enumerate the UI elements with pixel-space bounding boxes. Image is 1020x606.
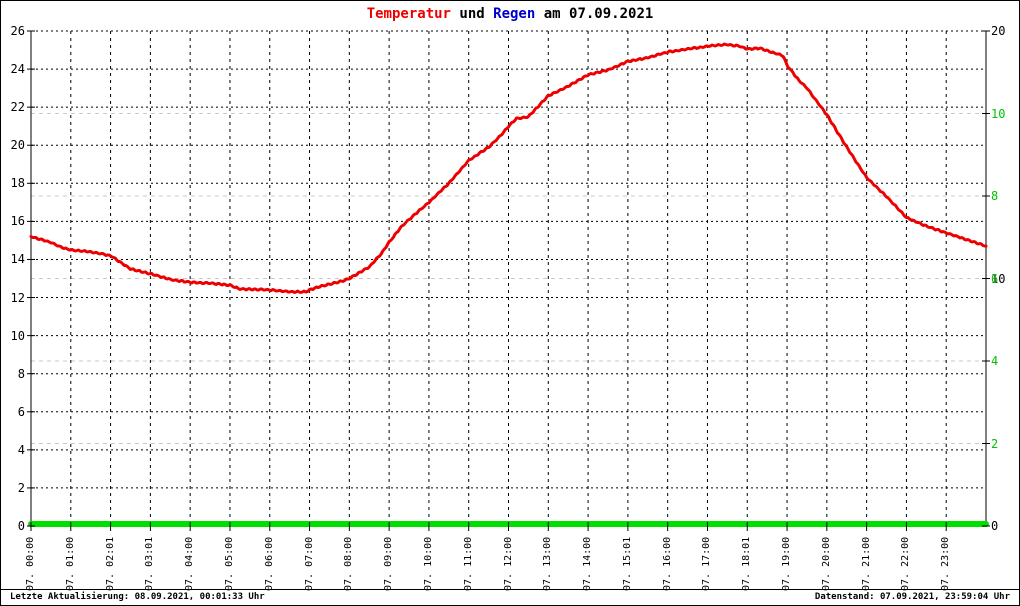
x-time-label: 07. 12:00 [502,536,514,591]
status-bar: Letzte Aktualisierung: 08.09.2021, 00:01… [1,589,1019,605]
title-date: am 07.09.2021 [535,6,654,22]
y-right-rain-label: 4 [991,354,999,368]
y-left-label: 26 [10,24,25,38]
x-time-label: 07. 13:00 [542,536,554,591]
y-left-label: 6 [17,404,25,419]
y-left-label: 20 [10,138,25,153]
y-right-rain-label: 10 [991,106,1006,121]
y-left-label: 4 [17,442,25,457]
temperature-line [29,42,988,294]
y-left-label: 16 [10,214,25,229]
y-left-label: 18 [10,176,25,191]
x-time-label: 07. 09:00 [383,536,395,591]
y-left-label: 0 [17,519,25,533]
y-left-label: 22 [10,100,25,115]
x-time-label: 07. 11:00 [462,536,474,591]
title-und: und [450,6,494,22]
y-left-label: 2 [17,480,25,495]
x-time-label: 07. 02:01 [104,536,116,591]
y-left-label: 24 [10,62,25,77]
x-time-label: 07. 08:00 [343,536,355,591]
x-time-label: 07. 05:00 [223,536,235,591]
x-time-label: 07. 06:00 [263,536,275,591]
x-time-label: 07. 19:00 [781,536,793,591]
y-right-black-label: 20 [991,24,1006,38]
x-time-label: 07. 23:00 [940,536,952,591]
x-time-label: 07. 04:00 [184,536,196,591]
x-time-label: 07. 15:01 [621,536,633,591]
x-time-label: 07. 07:00 [303,536,315,591]
y-left-label: 12 [10,290,25,305]
x-time-label: 07. 17:00 [701,536,713,591]
title-temperatur: Temperatur [366,6,451,22]
x-time-label: 07. 20:00 [820,536,832,591]
chart-title: Temperatur und Regen am 07.09.2021 [1,6,1019,22]
x-time-label: 07. 00:00 [25,536,36,591]
y-right-rain-label: 8 [991,189,999,203]
y-right-rain-label: 2 [991,436,999,451]
x-time-label: 07. 14:00 [582,536,594,591]
y-left-label: 8 [17,366,25,381]
y-right-black-label: 0 [991,519,999,533]
x-time-label: 07. 16:00 [661,536,673,591]
x-time-label: 07. 18:01 [741,536,753,591]
last-update-text: Letzte Aktualisierung: 08.09.2021, 00:01… [10,592,265,602]
x-time-label: 07. 10:00 [422,536,434,591]
x-time-label: 07. 03:01 [144,536,156,591]
data-state-text: Datenstand: 07.09.2021, 23:59:04 Uhr [814,592,1010,602]
title-regen: Regen [493,6,536,22]
y-right-black-label: 10 [991,271,1006,286]
y-left-label: 14 [10,252,25,267]
x-time-label: 07. 21:00 [860,536,872,591]
x-time-label: 07. 22:00 [900,536,912,591]
x-time-label: 07. 01:00 [64,536,76,591]
y-left-label: 10 [10,328,25,343]
y-right-rain-label: 6 [991,271,999,286]
